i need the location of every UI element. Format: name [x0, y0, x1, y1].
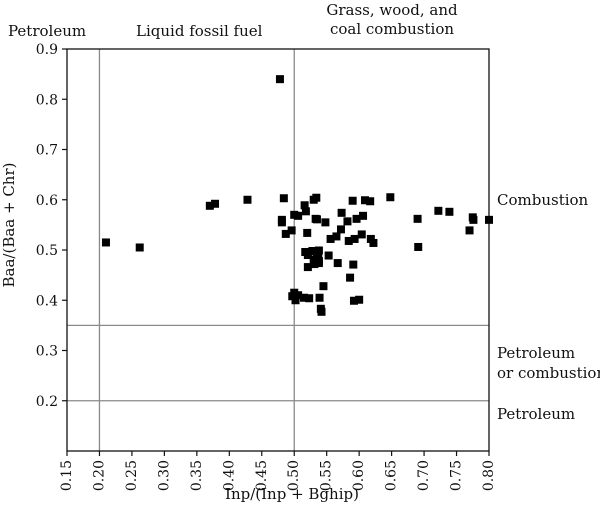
x-tick-label: 0.30 — [156, 460, 172, 491]
x-tick-label: 0.75 — [449, 460, 465, 491]
data-point — [310, 260, 319, 269]
data-point — [135, 243, 144, 252]
region-label-petroleum-or-combustion-line1: Petroleum — [497, 344, 575, 362]
x-tick-label: 0.65 — [384, 460, 400, 491]
data-point — [313, 251, 322, 260]
data-point — [360, 196, 369, 205]
x-tick-label: 0.25 — [124, 460, 140, 491]
x-tick-label: 0.60 — [351, 460, 367, 491]
data-point — [294, 291, 303, 300]
data-point — [279, 194, 288, 203]
data-point — [287, 226, 296, 235]
region-label-grass-wood-line2: coal combustion — [330, 20, 454, 38]
data-point — [357, 230, 366, 239]
data-point — [355, 295, 364, 304]
data-point — [469, 215, 478, 224]
region-label-petroleum-or-combustion-line2: or combustion — [497, 364, 600, 382]
x-tick-label: 0.15 — [59, 460, 75, 491]
data-point — [346, 273, 355, 282]
plot-area-frame — [66, 48, 490, 452]
data-point — [299, 293, 308, 302]
data-point — [303, 251, 312, 260]
data-point — [277, 215, 286, 224]
region-label-grass-wood-line1: Grass, wood, and — [326, 1, 458, 19]
data-point — [349, 296, 358, 305]
y-axis-title: Baa/(Baa + Chr) — [0, 163, 18, 288]
x-tick-label: 0.45 — [254, 460, 270, 491]
y-tick-label: 0.9 — [36, 42, 58, 58]
x-tick-label: 0.70 — [416, 460, 432, 491]
data-point — [344, 236, 353, 245]
data-point — [343, 217, 352, 226]
data-point — [314, 246, 323, 255]
y-tick-label: 0.6 — [36, 193, 58, 209]
data-point — [315, 293, 324, 302]
data-point — [312, 215, 321, 224]
region-label-liquid-fossil-fuel: Liquid fossil fuel — [136, 22, 263, 40]
data-point — [291, 296, 300, 305]
y-tick-label: 0.4 — [36, 293, 58, 309]
data-point — [352, 214, 361, 223]
y-tick-label: 0.3 — [36, 344, 58, 360]
region-label-combustion: Combustion — [497, 191, 589, 209]
data-point — [445, 207, 454, 216]
data-point — [319, 282, 328, 291]
data-point — [211, 199, 220, 208]
region-label-petroleum-right: Petroleum — [497, 405, 575, 423]
data-point — [101, 238, 110, 247]
data-point — [321, 218, 330, 227]
reference-lines — [67, 49, 489, 451]
y-tick-label: 0.8 — [36, 92, 58, 108]
x-tick-label: 0.35 — [189, 460, 205, 491]
x-axis-title: Inp/(Inp + Bghip) — [225, 485, 359, 503]
data-point — [386, 193, 395, 202]
data-point — [414, 242, 423, 251]
data-point — [301, 207, 310, 216]
data-point — [337, 208, 346, 217]
data-point — [326, 234, 335, 243]
data-points — [101, 75, 493, 316]
x-axis: 0.15 0.20 0.25 0.30 0.35 0.40 0.45 0.50 0.55 0.60… — [59, 451, 497, 491]
data-point — [243, 195, 252, 204]
data-point — [349, 260, 358, 269]
x-tick-label: 0.80 — [481, 460, 497, 491]
data-point — [413, 214, 422, 223]
data-point — [309, 255, 318, 264]
data-point — [303, 228, 312, 237]
data-point — [300, 201, 309, 210]
x-tick-label: 0.40 — [221, 460, 237, 491]
data-point — [366, 197, 375, 206]
data-point — [305, 294, 314, 303]
data-point — [359, 211, 368, 220]
data-point — [314, 259, 323, 268]
data-point — [308, 247, 317, 256]
x-tick-label: 0.55 — [319, 460, 335, 491]
y-tick-label: 0.7 — [36, 143, 58, 159]
data-point — [434, 206, 443, 215]
data-point — [350, 234, 359, 243]
data-point — [281, 229, 290, 238]
data-point — [369, 238, 378, 247]
data-point — [275, 75, 284, 84]
data-point — [324, 251, 333, 260]
x-tick-label: 0.50 — [286, 460, 302, 491]
data-point — [303, 263, 312, 272]
x-tick-label: 0.20 — [91, 460, 107, 491]
data-point — [465, 226, 474, 235]
data-point — [317, 307, 326, 316]
data-point — [205, 201, 214, 210]
data-point — [332, 232, 341, 241]
y-tick-label: 0.2 — [36, 394, 58, 410]
data-point — [333, 259, 342, 268]
data-point — [348, 196, 357, 205]
data-point — [366, 234, 375, 243]
y-axis: 0.2 0.3 0.4 0.5 0.6 0.7 0.8 0.9 — [36, 42, 67, 410]
data-point — [336, 225, 345, 234]
region-label-petroleum-top: Petroleum — [8, 22, 86, 40]
data-point — [294, 211, 303, 220]
y-tick-label: 0.5 — [36, 243, 58, 259]
data-point — [312, 193, 321, 202]
data-point — [485, 215, 493, 224]
